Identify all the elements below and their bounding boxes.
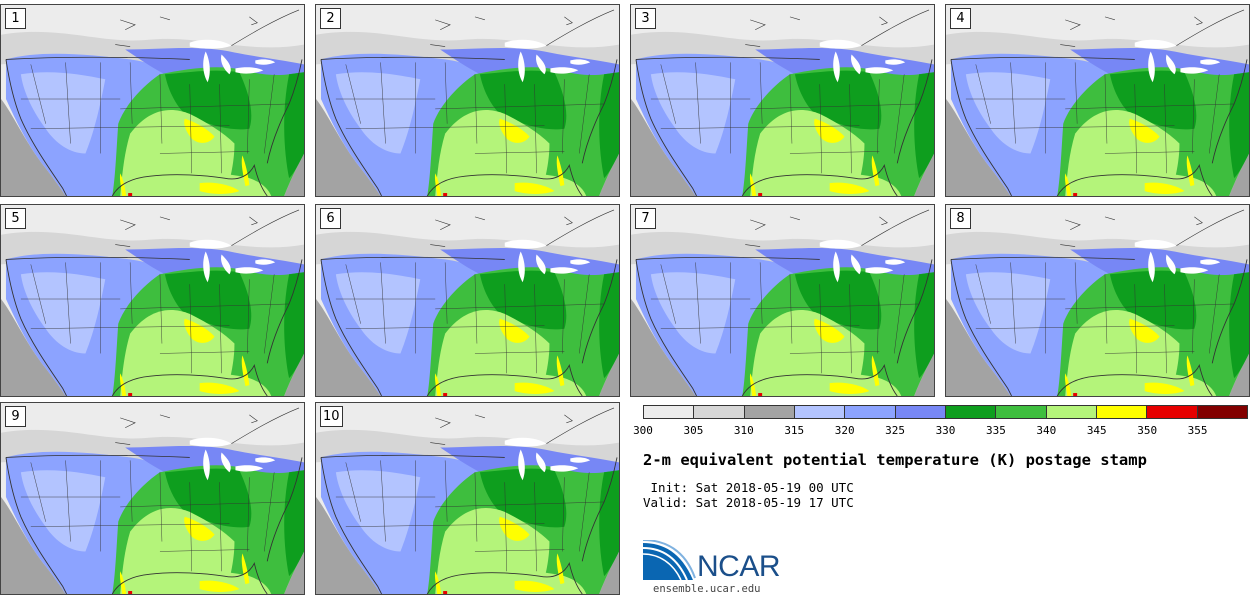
- colorbar-segment: [794, 406, 846, 418]
- colorbar-tick-label: 335: [985, 424, 1006, 437]
- ensemble-member-map: 6: [315, 204, 620, 397]
- member-number-label: 2: [320, 8, 341, 29]
- colorbar-tick-label: 315: [784, 424, 805, 437]
- member-number-label: 8: [950, 208, 971, 229]
- colorbar-tick-label: 310: [733, 424, 754, 437]
- member-number-label: 4: [950, 8, 971, 29]
- member-number-label: 7: [635, 208, 656, 229]
- ensemble-member-map: 5: [0, 204, 305, 397]
- init-time: Init: Sat 2018-05-19 00 UTC: [643, 480, 854, 495]
- ensemble-member-map: 4: [945, 4, 1250, 197]
- colorbar-tick-label: 350: [1137, 424, 1158, 437]
- colorbar-segment: [945, 406, 997, 418]
- colorbar: [643, 405, 1248, 419]
- colorbar-tick-label: 345: [1086, 424, 1107, 437]
- ensemble-member-map: 3: [630, 4, 935, 197]
- colorbar-segment: [1096, 406, 1148, 418]
- colorbar-segment: [845, 406, 896, 418]
- ensemble-member-map: 1: [0, 4, 305, 197]
- colorbar-tick-label: 340: [1036, 424, 1057, 437]
- colorbar-segment: [744, 406, 795, 418]
- ensemble-member-map: 9: [0, 402, 305, 595]
- colorbar-tick-label: 320: [834, 424, 855, 437]
- ncar-logo-text: NCAR: [697, 550, 781, 583]
- colorbar-segment: [1046, 406, 1097, 418]
- ensemble-member-map: 2: [315, 4, 620, 197]
- colorbar-tick-label: 325: [885, 424, 906, 437]
- member-number-label: 6: [320, 208, 341, 229]
- colorbar-tick-label: 300: [633, 424, 653, 437]
- colorbar-segment: [1197, 406, 1247, 418]
- member-number-label: 9: [5, 406, 26, 427]
- colorbar-tick-label: 330: [935, 424, 956, 437]
- colorbar-segment: [895, 406, 946, 418]
- colorbar-segment: [694, 406, 745, 418]
- colorbar-tick-label: 355: [1187, 424, 1208, 437]
- colorbar-segment: [996, 406, 1047, 418]
- member-number-label: 1: [5, 8, 26, 29]
- plot-title: 2-m equivalent potential temperature (K)…: [643, 451, 1147, 469]
- colorbar-segment: [1147, 406, 1198, 418]
- member-number-label: 5: [5, 208, 26, 229]
- member-number-label: 10: [320, 406, 343, 427]
- valid-time: Valid: Sat 2018-05-19 17 UTC: [643, 495, 854, 510]
- ensemble-member-map: 8: [945, 204, 1250, 397]
- ncar-logo-icon: [643, 540, 696, 581]
- site-url: ensemble.ucar.edu: [653, 583, 761, 595]
- colorbar-tick-label: 305: [683, 424, 704, 437]
- ensemble-member-map: 10: [315, 402, 620, 595]
- member-number-label: 3: [635, 8, 656, 29]
- ensemble-member-map: 7: [630, 204, 935, 397]
- colorbar-segment: [644, 406, 695, 418]
